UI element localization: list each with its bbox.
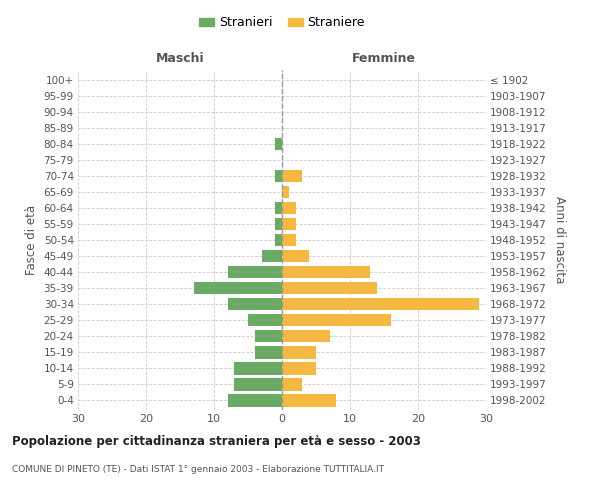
- Bar: [227, 298, 282, 310]
- Bar: [235, 362, 282, 374]
- Bar: [275, 234, 282, 246]
- Legend: Stranieri, Straniere: Stranieri, Straniere: [194, 11, 370, 34]
- Bar: [275, 218, 282, 230]
- Bar: [227, 394, 282, 406]
- Bar: [282, 170, 302, 182]
- Bar: [282, 234, 296, 246]
- Text: COMUNE DI PINETO (TE) - Dati ISTAT 1° gennaio 2003 - Elaborazione TUTTITALIA.IT: COMUNE DI PINETO (TE) - Dati ISTAT 1° ge…: [12, 465, 384, 474]
- Y-axis label: Fasce di età: Fasce di età: [25, 205, 38, 275]
- Bar: [282, 250, 309, 262]
- Bar: [282, 314, 391, 326]
- Text: Popolazione per cittadinanza straniera per età e sesso - 2003: Popolazione per cittadinanza straniera p…: [12, 435, 421, 448]
- Bar: [282, 266, 370, 278]
- Bar: [262, 250, 282, 262]
- Bar: [275, 202, 282, 214]
- Bar: [255, 330, 282, 342]
- Bar: [282, 378, 302, 390]
- Bar: [282, 330, 329, 342]
- Bar: [194, 282, 282, 294]
- Y-axis label: Anni di nascita: Anni di nascita: [553, 196, 566, 284]
- Bar: [248, 314, 282, 326]
- Bar: [282, 394, 337, 406]
- Bar: [255, 346, 282, 358]
- Bar: [235, 378, 282, 390]
- Bar: [275, 138, 282, 150]
- Bar: [282, 218, 296, 230]
- Bar: [282, 298, 479, 310]
- Bar: [227, 266, 282, 278]
- Bar: [282, 282, 377, 294]
- Bar: [282, 346, 316, 358]
- Text: Maschi: Maschi: [155, 52, 205, 65]
- Bar: [282, 362, 316, 374]
- Bar: [275, 170, 282, 182]
- Text: Femmine: Femmine: [352, 52, 416, 65]
- Bar: [282, 202, 296, 214]
- Bar: [282, 186, 289, 198]
